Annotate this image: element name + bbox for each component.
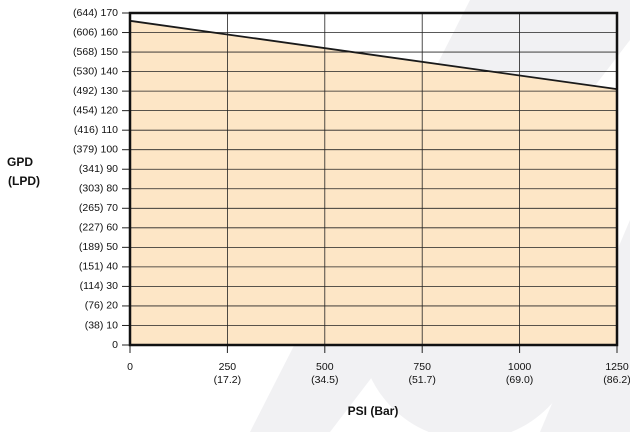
- y-tick-label: (265) 70: [79, 202, 118, 214]
- x-tick-label: 1000: [508, 361, 532, 373]
- y-tick-label: (189) 50: [79, 241, 118, 253]
- y-tick-label: (379) 100: [73, 143, 118, 155]
- y-axis-label: GPD: [7, 155, 33, 169]
- y-tick-label: (114) 30: [80, 280, 118, 292]
- y-tick-label: (38) 10: [85, 319, 118, 331]
- y-tick-label: (341) 90: [79, 163, 118, 175]
- x-tick-sublabel: (34.5): [311, 374, 338, 386]
- x-tick-sublabel: (86.2): [603, 374, 630, 386]
- plot: 0 (38) 10 (76) 20 (114) 30 (151) 40 (189) 50 (…: [73, 7, 630, 386]
- x-axis-label: PSI (Bar): [348, 404, 399, 418]
- x-tick-label: 0: [127, 361, 133, 373]
- x-tick-sublabel: (51.7): [408, 374, 435, 386]
- y-tick-label: 0: [112, 339, 118, 351]
- y-axis-label: (LPD): [8, 174, 40, 188]
- plot-border: [128, 11, 619, 347]
- y-tick-label: (644) 170: [73, 7, 118, 19]
- x-tick-sublabel: (17.2): [214, 374, 241, 386]
- y-tick-label: (454) 120: [73, 104, 118, 116]
- y-tick-label: (227) 60: [79, 222, 118, 234]
- y-tick-label: (303) 80: [79, 183, 118, 195]
- y-tick-label: (416) 110: [74, 124, 118, 136]
- y-tick-label: (606) 160: [73, 26, 118, 38]
- x-tick-label: 750: [413, 361, 431, 373]
- y-tick-label: (568) 150: [73, 46, 118, 58]
- y-tick-label: (530) 140: [73, 65, 118, 77]
- area: [130, 20, 617, 345]
- x-tick-label: 500: [316, 361, 334, 373]
- line: [129, 19, 618, 91]
- y-tick-label: (492) 130: [73, 85, 118, 97]
- x-tick-label: 1250: [605, 361, 629, 373]
- x-tick-sublabel: (69.0): [506, 374, 533, 386]
- y-tick-label: (76) 20: [85, 300, 118, 312]
- x-tick-label: 250: [219, 361, 237, 373]
- y-tick-label: (151) 40: [79, 261, 118, 273]
